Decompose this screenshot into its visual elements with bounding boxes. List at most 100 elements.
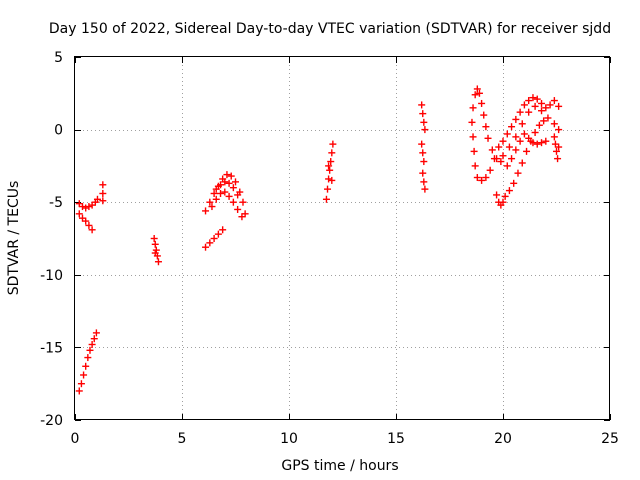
x-tick-label: 0 bbox=[71, 431, 80, 447]
data-point bbox=[92, 329, 100, 337]
data-point bbox=[490, 155, 498, 163]
data-point bbox=[88, 226, 96, 234]
data-point bbox=[540, 117, 548, 125]
data-point bbox=[478, 176, 486, 184]
data-point bbox=[535, 121, 543, 129]
data-point bbox=[419, 169, 427, 177]
data-point bbox=[229, 198, 237, 206]
data-point bbox=[525, 134, 533, 142]
data-point bbox=[531, 102, 539, 110]
data-point bbox=[512, 146, 520, 154]
data-point bbox=[542, 137, 550, 145]
data-point bbox=[520, 130, 528, 138]
data-point bbox=[214, 230, 222, 238]
data-point bbox=[78, 203, 86, 211]
data-point bbox=[217, 189, 225, 197]
data-point bbox=[499, 152, 507, 160]
data-point bbox=[219, 226, 227, 234]
data-point bbox=[82, 362, 90, 370]
data-point bbox=[151, 240, 159, 248]
data-point bbox=[555, 143, 563, 151]
data-point bbox=[221, 188, 229, 196]
data-point bbox=[90, 335, 98, 343]
data-point bbox=[325, 162, 333, 170]
data-point bbox=[501, 192, 509, 200]
data-point bbox=[473, 174, 481, 182]
data-point bbox=[234, 205, 242, 213]
data-point bbox=[529, 94, 537, 102]
data-point bbox=[419, 149, 427, 157]
data-point bbox=[322, 195, 330, 203]
data-point bbox=[525, 108, 533, 116]
data-point bbox=[234, 191, 242, 199]
data-point bbox=[512, 133, 520, 141]
data-point bbox=[150, 235, 158, 242]
data-point bbox=[554, 155, 562, 163]
data-point bbox=[514, 169, 522, 177]
x-tick-label: 10 bbox=[280, 431, 298, 447]
data-point bbox=[533, 140, 541, 148]
data-point bbox=[418, 101, 426, 109]
data-point bbox=[516, 108, 524, 116]
data-point bbox=[88, 340, 96, 348]
data-point bbox=[468, 118, 476, 126]
data-point bbox=[550, 97, 558, 105]
data-point bbox=[154, 258, 162, 266]
data-point bbox=[525, 97, 533, 105]
x-axis-label: GPS time / hours bbox=[281, 458, 398, 474]
data-point bbox=[499, 137, 507, 145]
y-tick-label: 5 bbox=[54, 50, 63, 66]
data-point bbox=[238, 213, 246, 221]
data-point bbox=[93, 195, 101, 203]
data-point bbox=[202, 243, 210, 251]
x-tick-label: 15 bbox=[387, 431, 405, 447]
data-point bbox=[227, 172, 235, 180]
data-point bbox=[486, 166, 494, 174]
data-point bbox=[484, 134, 492, 142]
data-point bbox=[469, 133, 477, 141]
data-point bbox=[151, 249, 159, 257]
data-point bbox=[523, 147, 531, 155]
data-point bbox=[84, 354, 92, 362]
data-point bbox=[327, 158, 335, 166]
x-tick-label: 5 bbox=[178, 431, 187, 447]
data-point bbox=[488, 146, 496, 154]
data-point bbox=[77, 380, 85, 388]
data-point bbox=[533, 95, 541, 103]
data-point bbox=[223, 171, 231, 179]
data-point bbox=[503, 162, 511, 170]
data-point bbox=[325, 175, 333, 183]
y-tick-label: -10 bbox=[40, 268, 63, 284]
data-point bbox=[326, 166, 334, 174]
data-point bbox=[217, 181, 225, 189]
data-point bbox=[82, 217, 90, 225]
chart-title: Day 150 of 2022, Sidereal Day-to-day VTE… bbox=[49, 21, 611, 37]
data-point bbox=[469, 104, 477, 112]
data-point bbox=[497, 158, 505, 166]
data-point bbox=[505, 143, 513, 151]
y-tick-label: -20 bbox=[40, 413, 63, 429]
data-point bbox=[420, 118, 428, 126]
data-point bbox=[75, 387, 83, 395]
data-point bbox=[421, 185, 429, 193]
data-point bbox=[229, 184, 237, 192]
data-point bbox=[471, 91, 479, 99]
data-point bbox=[493, 191, 501, 199]
data-point bbox=[324, 185, 332, 193]
data-point bbox=[553, 147, 560, 155]
data-point bbox=[212, 185, 220, 193]
data-point bbox=[420, 178, 428, 186]
data-point bbox=[520, 101, 528, 109]
data-point bbox=[518, 120, 526, 128]
data-point bbox=[470, 147, 478, 155]
data-point bbox=[480, 111, 488, 119]
plot-frame bbox=[74, 56, 610, 420]
data-point bbox=[471, 162, 479, 170]
data-point bbox=[202, 207, 210, 215]
y-tick-label: 0 bbox=[54, 123, 63, 139]
data-point bbox=[85, 221, 93, 229]
data-point bbox=[421, 126, 429, 134]
data-point bbox=[239, 198, 247, 206]
data-point bbox=[555, 102, 563, 110]
data-point bbox=[86, 346, 94, 354]
